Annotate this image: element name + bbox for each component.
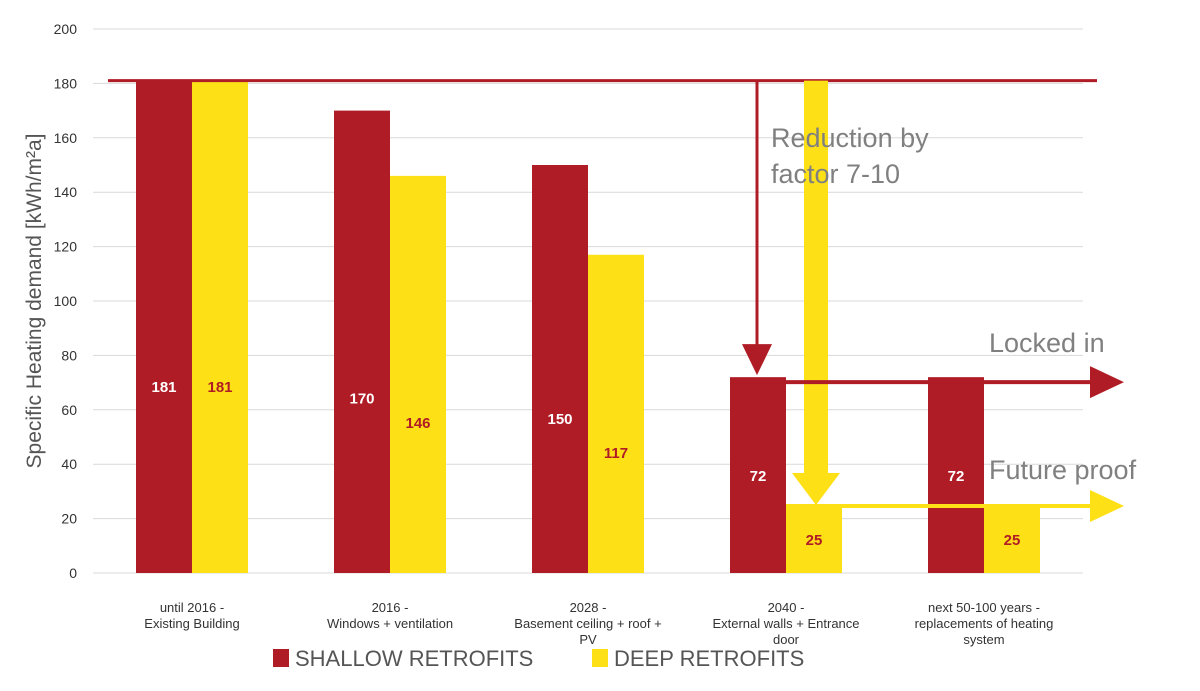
x-category-label-1: 2016 -Windows + ventilation [327,600,453,631]
y-tick-label-180: 180 [54,75,78,91]
annotation-locked-in: Locked in [989,328,1105,358]
y-tick-label-120: 120 [54,239,78,255]
x-category-label-3: 2040 -External walls + Entrance door [712,600,859,647]
data-label-deep-2: 117 [604,445,628,462]
bar-shallow-0 [136,80,192,574]
y-tick-label-40: 40 [61,456,77,472]
locked-in-arrow-head [1090,366,1124,399]
bar-deep-0 [192,80,248,574]
y-tick-label-20: 20 [61,511,77,527]
bar-shallow-2 [532,165,588,573]
reduction-arrow-head [742,344,772,376]
deep-arrow-shaft [804,80,828,476]
data-label-shallow-4: 72 [948,468,965,485]
x-category-label-2: 2028 -Basement ceiling + roof + PV [514,600,661,647]
x-category-label-4: next 50-100 years -replacements of heati… [915,600,1054,647]
annotation-future-proof: Future proof [989,455,1137,485]
legend-swatch-shallow [273,649,289,667]
x-category-label-0: until 2016 -Existing Building [144,600,239,631]
bar-deep-4 [984,505,1040,573]
data-label-deep-3: 25 [806,532,823,549]
y-tick-label-100: 100 [54,293,78,309]
y-axis-label: Specific Heating demand [kWh/m²a] [23,134,46,469]
legend-swatch-deep [592,649,608,667]
deep-arrow-head [792,473,840,505]
y-tick-label-140: 140 [54,184,78,200]
data-label-shallow-0: 181 [151,379,176,396]
annotation-reduction-line-1: Reduction by [771,123,929,153]
bar-deep-2 [588,254,644,573]
bar-shallow-4 [928,377,984,573]
bar-shallow-3 [730,377,786,573]
bar-shallow-1 [334,110,390,573]
legend-label-deep: DEEP RETROFITS [614,646,804,671]
annotation-reduction-line-2: factor 7-10 [771,159,900,189]
data-label-shallow-2: 150 [547,411,572,428]
y-tick-label-200: 200 [54,21,78,37]
y-tick-label-0: 0 [69,565,77,581]
bar-deep-3 [786,505,842,573]
bar-deep-1 [390,175,446,573]
data-label-shallow-3: 72 [750,468,767,485]
data-label-deep-0: 181 [207,379,232,396]
future-proof-arrow-head [1090,490,1124,522]
y-tick-label-80: 80 [61,347,77,363]
data-label-deep-4: 25 [1004,532,1021,549]
y-tick-label-60: 60 [61,402,77,418]
data-label-shallow-1: 170 [349,390,374,407]
legend-label-shallow: SHALLOW RETROFITS [295,646,533,671]
y-tick-label-160: 160 [54,130,78,146]
data-label-deep-1: 146 [405,415,430,432]
